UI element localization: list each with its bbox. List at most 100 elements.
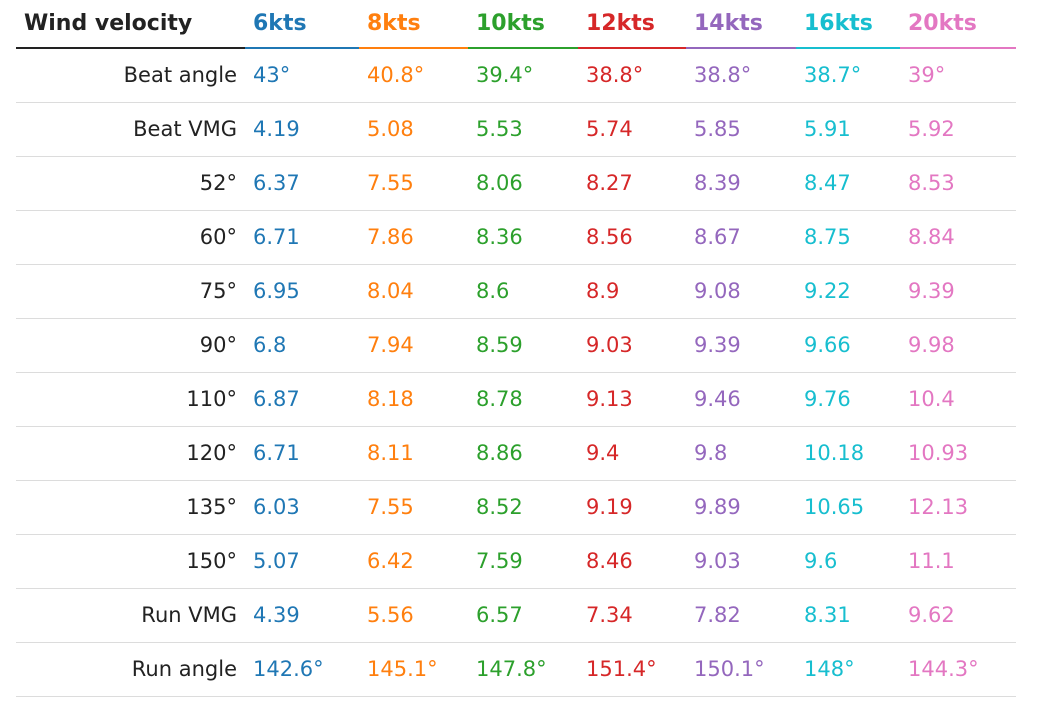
table-cell-12kts: 9.19 [578,480,686,535]
header-row: Wind velocity 6kts 8kts 10kts 12kts 14kts 16k… [16,0,1016,49]
table-cell-8kts: 145.1° [359,642,468,697]
table-cell-14kts: 150.1° [686,642,796,697]
table-cell-6kts: 6.37 [245,156,359,211]
table-cell-16kts: 148° [796,642,900,697]
column-header-6kts: 6kts [245,0,359,49]
table-cell-8kts: 8.04 [359,264,468,319]
table-cell-14kts: 9.39 [686,318,796,373]
table-cell-6kts: 6.03 [245,480,359,535]
table-cell-16kts: 38.7° [796,48,900,103]
table-cell-10kts: 8.86 [468,426,578,481]
table-row: 150° 5.07 6.42 7.59 8.46 9.03 9.6 11.1 [16,534,1016,589]
table-cell-12kts: 9.03 [578,318,686,373]
row-label: 120° [16,426,245,481]
table-cell-16kts: 9.22 [796,264,900,319]
table-cell-6kts: 4.19 [245,102,359,157]
column-header-8kts: 8kts [359,0,468,49]
table-cell-20kts: 8.84 [900,210,1016,265]
row-label: Run VMG [16,588,245,643]
table-cell-16kts: 10.65 [796,480,900,535]
table-cell-10kts: 8.59 [468,318,578,373]
table-cell-8kts: 8.11 [359,426,468,481]
table-cell-12kts: 8.46 [578,534,686,589]
table-cell-16kts: 9.76 [796,372,900,427]
table-cell-8kts: 7.55 [359,480,468,535]
table-cell-20kts: 144.3° [900,642,1016,697]
table-cell-20kts: 9.62 [900,588,1016,643]
table-cell-8kts: 40.8° [359,48,468,103]
table-cell-20kts: 5.92 [900,102,1016,157]
table-cell-14kts: 7.82 [686,588,796,643]
polar-table-container: Wind velocity 6kts 8kts 10kts 12kts 14kts 16k… [16,0,1016,697]
table-row: 75° 6.95 8.04 8.6 8.9 9.08 9.22 9.39 [16,264,1016,319]
row-label: 90° [16,318,245,373]
table-cell-8kts: 5.08 [359,102,468,157]
table-cell-20kts: 10.4 [900,372,1016,427]
table-cell-6kts: 4.39 [245,588,359,643]
column-header-10kts: 10kts [468,0,578,49]
table-cell-8kts: 6.42 [359,534,468,589]
row-label: 75° [16,264,245,319]
table-cell-12kts: 9.4 [578,426,686,481]
table-cell-14kts: 9.03 [686,534,796,589]
table-cell-6kts: 6.71 [245,426,359,481]
table-cell-12kts: 151.4° [578,642,686,697]
column-header-16kts: 16kts [796,0,900,49]
table-cell-8kts: 7.86 [359,210,468,265]
table-cell-8kts: 8.18 [359,372,468,427]
table-row: Beat angle 43° 40.8° 39.4° 38.8° 38.8° 38.7° 39… [16,48,1016,103]
table-cell-20kts: 10.93 [900,426,1016,481]
table-cell-10kts: 7.59 [468,534,578,589]
table-cell-6kts: 43° [245,48,359,103]
table-cell-20kts: 11.1 [900,534,1016,589]
table-cell-8kts: 5.56 [359,588,468,643]
table-cell-12kts: 5.74 [578,102,686,157]
row-label: 110° [16,372,245,427]
table-cell-14kts: 9.8 [686,426,796,481]
table-cell-16kts: 8.31 [796,588,900,643]
column-header-12kts: 12kts [578,0,686,49]
table-cell-10kts: 6.57 [468,588,578,643]
table-row: 90° 6.8 7.94 8.59 9.03 9.39 9.66 9.98 [16,318,1016,373]
table-cell-6kts: 6.95 [245,264,359,319]
table-cell-14kts: 8.67 [686,210,796,265]
table-body: Beat angle 43° 40.8° 39.4° 38.8° 38.8° 38.7° 39… [16,48,1016,697]
table-cell-14kts: 9.08 [686,264,796,319]
table-cell-6kts: 6.87 [245,372,359,427]
table-cell-14kts: 8.39 [686,156,796,211]
table-cell-14kts: 9.89 [686,480,796,535]
table-row: 120° 6.71 8.11 8.86 9.4 9.8 10.18 10.93 [16,426,1016,481]
table-cell-20kts: 39° [900,48,1016,103]
table-cell-10kts: 8.52 [468,480,578,535]
table-row: 135° 6.03 7.55 8.52 9.19 9.89 10.65 12.13 [16,480,1016,535]
table-cell-14kts: 5.85 [686,102,796,157]
row-label-header: Wind velocity [16,0,245,49]
table-cell-10kts: 8.06 [468,156,578,211]
table-row: Run angle 142.6° 145.1° 147.8° 151.4° 150.1° 1… [16,642,1016,697]
table-cell-10kts: 39.4° [468,48,578,103]
table-cell-20kts: 8.53 [900,156,1016,211]
column-header-14kts: 14kts [686,0,796,49]
table-cell-12kts: 7.34 [578,588,686,643]
row-label: 135° [16,480,245,535]
table-cell-16kts: 9.66 [796,318,900,373]
table-cell-6kts: 5.07 [245,534,359,589]
table-cell-10kts: 8.6 [468,264,578,319]
table-cell-12kts: 8.27 [578,156,686,211]
table-row: 60° 6.71 7.86 8.36 8.56 8.67 8.75 8.84 [16,210,1016,265]
table-cell-10kts: 8.78 [468,372,578,427]
table-cell-8kts: 7.55 [359,156,468,211]
table-cell-20kts: 9.39 [900,264,1016,319]
column-header-20kts: 20kts [900,0,1016,49]
row-label: 60° [16,210,245,265]
table-header: Wind velocity 6kts 8kts 10kts 12kts 14kts 16k… [16,0,1016,49]
table-cell-6kts: 142.6° [245,642,359,697]
table-cell-16kts: 8.75 [796,210,900,265]
table-cell-6kts: 6.71 [245,210,359,265]
table-cell-16kts: 5.91 [796,102,900,157]
table-cell-8kts: 7.94 [359,318,468,373]
table-cell-20kts: 12.13 [900,480,1016,535]
table-cell-12kts: 8.9 [578,264,686,319]
table-cell-16kts: 9.6 [796,534,900,589]
table-cell-10kts: 147.8° [468,642,578,697]
